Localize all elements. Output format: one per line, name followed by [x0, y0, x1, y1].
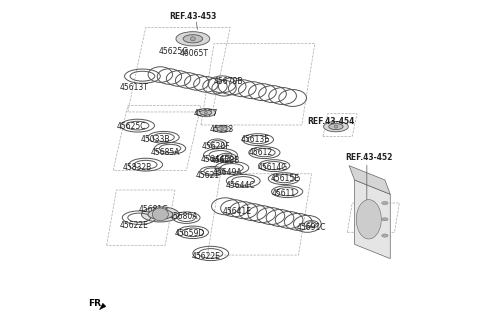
Text: 45614G: 45614G: [257, 163, 288, 172]
Ellipse shape: [334, 125, 338, 128]
Ellipse shape: [204, 112, 207, 114]
Ellipse shape: [191, 37, 195, 41]
Text: 45612: 45612: [249, 148, 273, 157]
Ellipse shape: [324, 121, 348, 132]
Polygon shape: [354, 180, 390, 259]
Text: 45615E: 45615E: [271, 174, 300, 183]
Text: 45644D: 45644D: [201, 154, 231, 164]
Text: 45613: 45613: [210, 125, 234, 134]
Ellipse shape: [382, 201, 388, 205]
Text: 45625G: 45625G: [158, 47, 188, 56]
Text: 45611: 45611: [272, 189, 296, 198]
Ellipse shape: [382, 234, 388, 237]
Text: 45832B: 45832B: [123, 163, 152, 172]
Ellipse shape: [217, 127, 228, 131]
Text: 45613T: 45613T: [120, 83, 149, 92]
Text: 45641E: 45641E: [222, 207, 251, 215]
Ellipse shape: [142, 207, 179, 222]
Text: 45681G: 45681G: [139, 205, 169, 214]
Text: FR: FR: [88, 299, 101, 308]
Ellipse shape: [148, 210, 173, 219]
Ellipse shape: [183, 35, 203, 43]
Text: 46065T: 46065T: [180, 49, 209, 58]
Text: 45622E: 45622E: [120, 221, 149, 230]
Text: 45622E: 45622E: [192, 252, 220, 261]
Text: 45685A: 45685A: [150, 148, 180, 157]
Text: 45670B: 45670B: [214, 76, 243, 86]
Text: 45691C: 45691C: [297, 223, 326, 232]
Text: REF.43-454: REF.43-454: [307, 117, 355, 126]
Ellipse shape: [356, 200, 381, 239]
Ellipse shape: [329, 124, 343, 130]
Text: 45644C: 45644C: [225, 181, 255, 190]
Ellipse shape: [196, 109, 216, 117]
Ellipse shape: [214, 125, 230, 133]
Text: 45033B: 45033B: [141, 135, 170, 144]
Text: 45628B: 45628B: [211, 156, 240, 165]
Text: 45077: 45077: [193, 109, 218, 118]
Ellipse shape: [152, 208, 168, 221]
Text: 45625C: 45625C: [116, 122, 146, 131]
Polygon shape: [99, 303, 106, 310]
Text: REF.43-452: REF.43-452: [345, 153, 392, 162]
Ellipse shape: [382, 218, 388, 221]
Text: REF.43-453: REF.43-453: [169, 11, 216, 21]
Ellipse shape: [221, 128, 223, 130]
Text: 45621: 45621: [195, 171, 219, 180]
Polygon shape: [349, 166, 390, 194]
Ellipse shape: [176, 32, 210, 46]
Text: 45613E: 45613E: [240, 135, 269, 144]
Ellipse shape: [200, 110, 212, 115]
Text: 45620F: 45620F: [201, 142, 230, 151]
Text: 45659D: 45659D: [174, 229, 204, 238]
Text: 45649A: 45649A: [212, 168, 242, 177]
Text: 45680A: 45680A: [168, 212, 198, 220]
